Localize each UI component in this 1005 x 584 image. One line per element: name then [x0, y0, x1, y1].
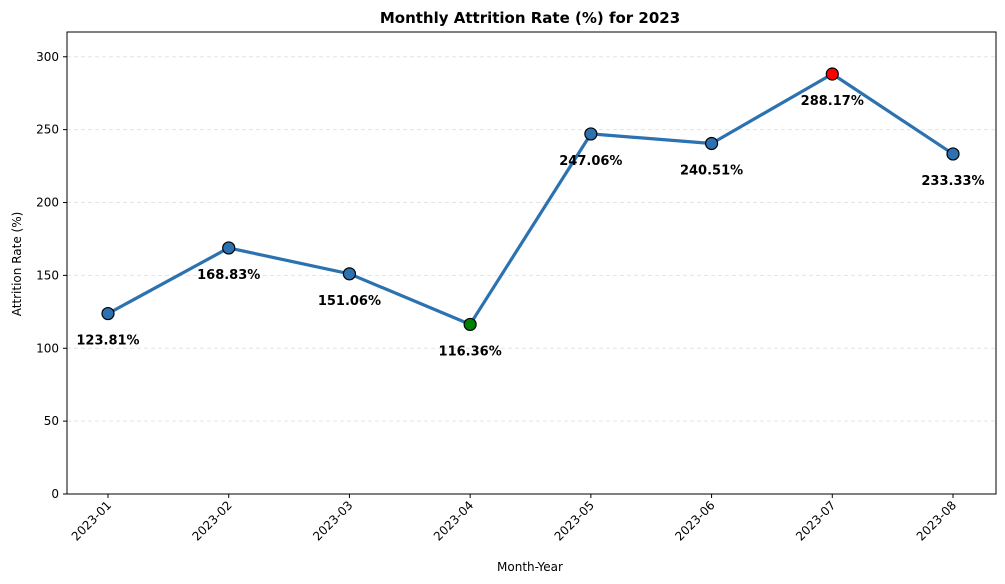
data-label: 240.51%	[680, 163, 743, 178]
x-axis-ticks: 2023-01 2023-02 2023-03 2023-04 2023-05 2023-…	[69, 494, 959, 544]
x-tick-label: 2023-01	[69, 498, 114, 543]
y-tick-label: 0	[51, 487, 59, 501]
data-point	[101, 306, 115, 321]
x-tick-label: 2023-02	[189, 498, 234, 543]
data-point	[463, 317, 477, 332]
y-axis-ticks: 0 50 100 150 200 250 300	[36, 50, 67, 501]
data-point	[342, 267, 357, 281]
y-tick-label: 300	[36, 50, 59, 64]
x-axis-label: Month-Year	[497, 560, 563, 574]
y-axis-label: Attrition Rate (%)	[10, 212, 24, 317]
y-tick-label: 50	[44, 414, 59, 428]
data-label: 151.06%	[318, 294, 381, 309]
plot-frame	[66, 31, 997, 495]
data-label: 233.33%	[921, 174, 984, 189]
data-point	[584, 127, 598, 141]
x-tick-label: 2023-03	[310, 498, 355, 543]
y-tick-label: 150	[36, 268, 59, 282]
data-point	[704, 136, 719, 151]
data-point	[946, 147, 960, 161]
data-label: 123.81%	[76, 334, 139, 349]
y-tick-label: 200	[36, 196, 59, 210]
y-tick-label: 100	[36, 341, 59, 355]
x-tick-label: 2023-04	[431, 498, 476, 543]
data-point	[825, 67, 839, 81]
data-point	[222, 241, 236, 255]
y-tick-label: 250	[36, 123, 59, 137]
x-tick-label: 2023-08	[914, 498, 959, 543]
series-line	[106, 72, 955, 326]
data-label: 116.36%	[439, 344, 502, 359]
series-line-path	[106, 72, 955, 326]
x-tick-label: 2023-05	[552, 498, 597, 543]
grid-lines	[67, 56, 996, 422]
data-labels: 123.81% 168.83% 151.06% 116.36% 247.06% 240.5…	[76, 94, 984, 359]
chart-title: Monthly Attrition Rate (%) for 2023	[380, 9, 680, 27]
data-label: 168.83%	[197, 268, 260, 283]
data-markers	[101, 67, 960, 332]
data-label: 247.06%	[559, 154, 622, 169]
x-tick-label: 2023-07	[793, 498, 838, 543]
data-label: 288.17%	[801, 94, 864, 109]
x-tick-label: 2023-06	[672, 498, 717, 543]
